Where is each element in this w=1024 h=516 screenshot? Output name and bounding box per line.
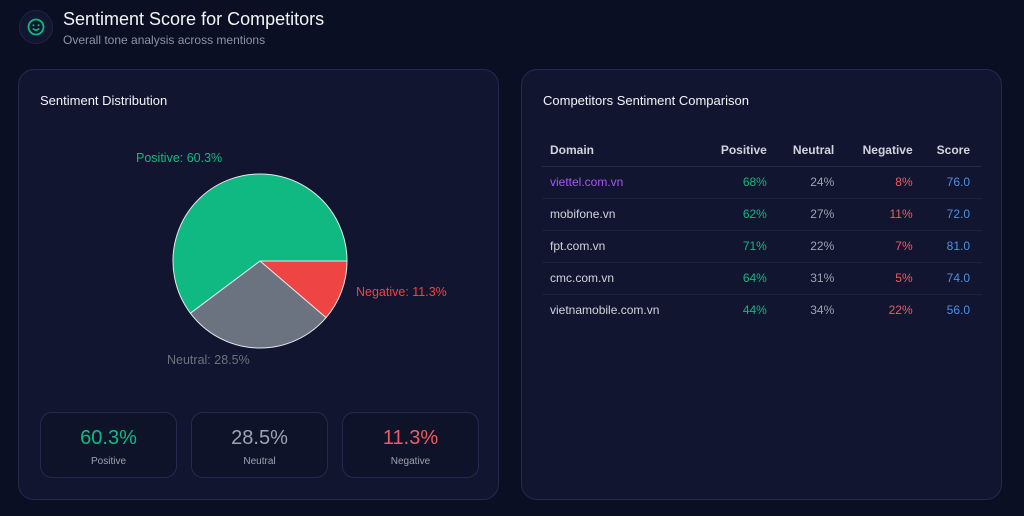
card-title: Competitors Sentiment Comparison bbox=[543, 93, 749, 108]
value-cell: 56.0 bbox=[946, 303, 970, 318]
value-cell: 44% bbox=[742, 303, 767, 318]
pie-slice-positive[interactable] bbox=[172, 173, 348, 314]
value-cell: 68% bbox=[705, 166, 779, 199]
value-cell: 81.0 bbox=[924, 230, 982, 263]
positive-label: Positive: 60.3% bbox=[136, 151, 223, 165]
negative-stat: 11.3% Negative bbox=[342, 412, 479, 478]
comparison-table: Domain Positive Neutral Negative Score viett… bbox=[542, 134, 982, 326]
domain-cell: fpt.com.vn bbox=[542, 230, 706, 263]
pie-slice-neutral[interactable] bbox=[189, 260, 327, 349]
value-cell: 5% bbox=[846, 262, 925, 295]
column-header[interactable]: Negative bbox=[846, 134, 925, 167]
column-header[interactable]: Score bbox=[924, 134, 982, 167]
value-cell: 31% bbox=[778, 262, 847, 295]
table-row[interactable]: cmc.com.vn 64% 31% 5% 74.0 bbox=[542, 262, 982, 295]
value-cell: 74.0 bbox=[924, 262, 982, 295]
value-cell: 76.0 bbox=[924, 166, 982, 199]
pie-chart bbox=[172, 173, 348, 349]
domain-cell: viettel.com.vn bbox=[542, 166, 706, 199]
sentiment-distribution-card: Sentiment Distribution Positive: 60.3% N… bbox=[18, 69, 499, 500]
table-row[interactable]: mobifone.vn 62% 27% 11% 72.0 bbox=[542, 198, 982, 231]
value-cell: 8% bbox=[846, 166, 925, 199]
card-title: Sentiment Distribution bbox=[40, 93, 168, 108]
smile-icon bbox=[19, 10, 53, 44]
value-cell: 64% bbox=[705, 262, 779, 295]
value-cell: 71% bbox=[705, 230, 779, 263]
column-header[interactable]: Domain bbox=[542, 134, 706, 167]
table-row[interactable]: vietnamobile.com.vn 44% 34% 22% 56.0 bbox=[542, 294, 982, 326]
page-title: Sentiment Score for Competitors bbox=[63, 9, 325, 29]
value-cell: 24% bbox=[778, 166, 847, 199]
column-header[interactable]: Positive bbox=[705, 134, 779, 167]
value-cell: 62% bbox=[705, 198, 779, 231]
column-header[interactable]: Neutral bbox=[778, 134, 847, 167]
domain-cell: mobifone.vn bbox=[542, 198, 706, 231]
value-cell: 7% bbox=[846, 230, 925, 263]
neutral-stat: 28.5% Neutral bbox=[191, 412, 328, 478]
value-cell: 34% bbox=[810, 303, 835, 318]
value-cell: 22% bbox=[778, 230, 847, 263]
table-row[interactable]: viettel.com.vn 68% 24% 8% 76.0 bbox=[542, 166, 982, 199]
domain-cell: vietnamobile.com.vn bbox=[550, 303, 660, 318]
domain-cell: cmc.com.vn bbox=[542, 262, 706, 295]
competitors-comparison-card: Competitors Sentiment Comparison Domain P… bbox=[521, 69, 1002, 500]
negative-label: Negative: 11.3% bbox=[356, 285, 447, 299]
value-cell: 11% bbox=[846, 198, 925, 231]
value-cell: 72.0 bbox=[924, 198, 982, 231]
table-row[interactable]: fpt.com.vn 71% 22% 7% 81.0 bbox=[542, 230, 982, 263]
neutral-label: Neutral: 28.5% bbox=[167, 353, 250, 367]
value-cell: 22% bbox=[888, 303, 913, 318]
positive-stat: 60.3% Positive bbox=[40, 412, 177, 478]
page-subtitle: Overall tone analysis across mentions bbox=[63, 33, 266, 47]
value-cell: 27% bbox=[778, 198, 847, 231]
